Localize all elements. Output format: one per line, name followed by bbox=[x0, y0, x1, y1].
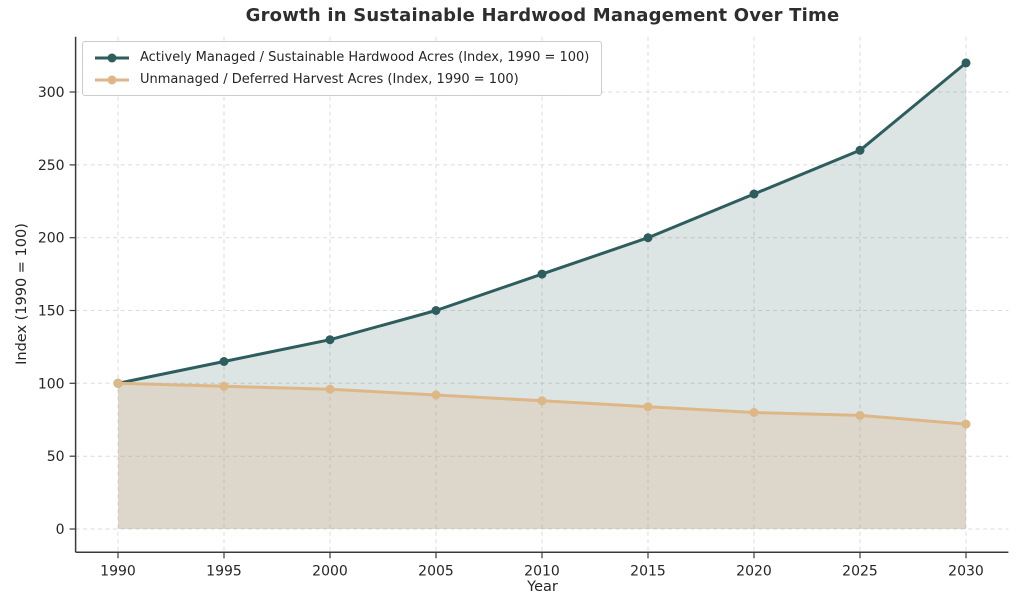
series-0-point bbox=[325, 335, 335, 345]
series-1-point bbox=[961, 419, 971, 429]
y-tick-label: 100 bbox=[38, 376, 65, 392]
series-0-point bbox=[855, 145, 865, 155]
x-axis-label: Year bbox=[527, 579, 558, 595]
series-1-point bbox=[537, 396, 547, 406]
series-1-point bbox=[749, 408, 759, 417]
series-1-point bbox=[643, 402, 653, 412]
y-tick-label: 200 bbox=[38, 231, 65, 247]
legend-marker-line-dot-icon bbox=[95, 53, 129, 62]
series-1-point bbox=[113, 378, 123, 388]
x-tick-label: 2030 bbox=[948, 563, 984, 579]
series-1-area bbox=[118, 383, 966, 529]
x-tick-label: 2020 bbox=[736, 563, 772, 579]
legend-label-managed: Actively Managed / Sustainable Hardwood … bbox=[140, 50, 590, 65]
y-tick-label: 150 bbox=[38, 304, 65, 320]
x-tick-label: 1990 bbox=[100, 563, 136, 579]
series-1-point bbox=[431, 390, 441, 400]
series-0-point bbox=[643, 233, 653, 243]
y-axis-label: Index (1990 = 100) bbox=[14, 223, 30, 365]
legend-marker-line-dot-icon bbox=[95, 75, 129, 84]
series-0-point bbox=[219, 357, 229, 366]
series-1-point bbox=[219, 381, 229, 391]
legend-label-unmanaged: Unmanaged / Deferred Harvest Acres (Inde… bbox=[140, 72, 519, 87]
legend: Actively Managed / Sustainable Hardwood … bbox=[82, 41, 603, 96]
series-0-point bbox=[431, 306, 441, 315]
x-tick-label: 2010 bbox=[524, 563, 560, 579]
y-tick-label: 250 bbox=[38, 158, 65, 174]
series-0-point bbox=[537, 269, 547, 279]
x-tick-label: 2000 bbox=[312, 563, 348, 579]
series-0-point bbox=[961, 58, 971, 68]
legend-item-managed: Actively Managed / Sustainable Hardwood … bbox=[93, 48, 589, 67]
y-tick-label: 300 bbox=[38, 85, 65, 101]
y-tick-label: 50 bbox=[47, 449, 65, 465]
legend-item-unmanaged: Unmanaged / Deferred Harvest Acres (Inde… bbox=[93, 70, 589, 89]
x-tick-label: 1995 bbox=[206, 563, 242, 579]
x-tick-label: 2005 bbox=[418, 563, 454, 579]
x-tick-label: 2015 bbox=[630, 563, 666, 579]
x-tick-label: 2025 bbox=[842, 563, 878, 579]
chart-title: Growth in Sustainable Hardwood Managemen… bbox=[245, 5, 840, 26]
series-0-point bbox=[749, 189, 759, 199]
series-1-point bbox=[855, 410, 865, 420]
y-tick-label: 0 bbox=[56, 522, 65, 538]
series-1-point bbox=[325, 384, 335, 394]
